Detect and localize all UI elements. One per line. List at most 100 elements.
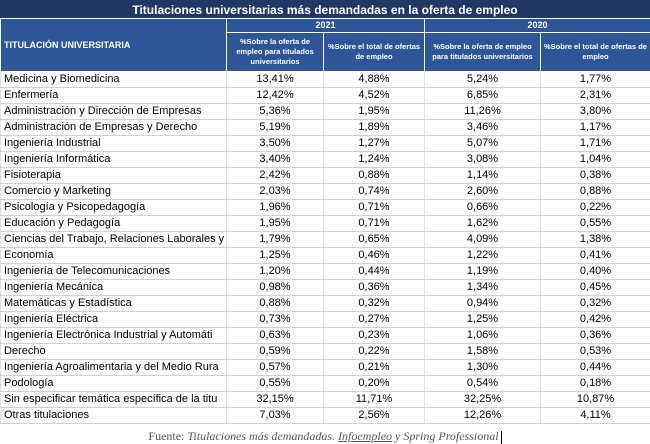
cell-2020-total[interactable]: 1,04% bbox=[540, 151, 650, 168]
cell-2020-total[interactable]: 1,38% bbox=[540, 231, 650, 248]
cell-2020-universitarios[interactable]: 4,09% bbox=[424, 231, 541, 248]
cell-2021-universitarios[interactable]: 0,63% bbox=[226, 327, 324, 344]
cell-2020-total[interactable]: 10,87% bbox=[540, 391, 650, 408]
row-titulacion[interactable]: Ingeniería de Telecomunicaciones bbox=[0, 263, 227, 280]
cell-2021-universitarios[interactable]: 1,96% bbox=[226, 199, 324, 216]
row-titulacion[interactable]: Administración y Dirección de Empresas bbox=[0, 103, 227, 120]
cell-2020-total[interactable]: 3,80% bbox=[540, 103, 650, 120]
row-titulacion[interactable]: Ingeniería Electrónica Industrial y Auto… bbox=[0, 327, 227, 344]
cell-2020-universitarios[interactable]: 1,19% bbox=[424, 263, 541, 280]
cell-2021-universitarios[interactable]: 0,98% bbox=[226, 279, 324, 296]
cell-2020-universitarios[interactable]: 1,22% bbox=[424, 247, 541, 264]
cell-2020-total[interactable]: 0,45% bbox=[540, 279, 650, 296]
row-titulacion[interactable]: Enfermería bbox=[0, 87, 227, 104]
cell-2020-universitarios[interactable]: 0,66% bbox=[424, 199, 541, 216]
cell-2021-universitarios[interactable]: 0,55% bbox=[226, 375, 324, 392]
cell-2020-universitarios[interactable]: 1,14% bbox=[424, 167, 541, 184]
cell-2021-universitarios[interactable]: 1,20% bbox=[226, 263, 324, 280]
cell-2020-universitarios[interactable]: 2,60% bbox=[424, 183, 541, 200]
cell-2020-total[interactable]: 1,17% bbox=[540, 119, 650, 136]
cell-2020-total[interactable]: 0,18% bbox=[540, 375, 650, 392]
cell-2021-total[interactable]: 0,36% bbox=[323, 279, 425, 296]
cell-2021-total[interactable]: 0,88% bbox=[323, 167, 425, 184]
cell-2020-universitarios[interactable]: 5,07% bbox=[424, 135, 541, 152]
cell-2020-total[interactable]: 1,77% bbox=[540, 71, 650, 88]
cell-2021-universitarios[interactable]: 0,88% bbox=[226, 295, 324, 312]
cell-2020-total[interactable]: 0,88% bbox=[540, 183, 650, 200]
cell-2021-total[interactable]: 1,27% bbox=[323, 135, 425, 152]
cell-2021-universitarios[interactable]: 32,15% bbox=[226, 391, 324, 408]
row-titulacion[interactable]: Administración de Empresas y Derecho bbox=[0, 119, 227, 136]
cell-2021-universitarios[interactable]: 2,03% bbox=[226, 183, 324, 200]
cell-2020-total[interactable]: 1,71% bbox=[540, 135, 650, 152]
cell-2021-total[interactable]: 1,89% bbox=[323, 119, 425, 136]
cell-2020-total[interactable]: 0,41% bbox=[540, 247, 650, 264]
cell-2021-universitarios[interactable]: 0,73% bbox=[226, 311, 324, 328]
row-titulacion[interactable]: Matemáticas y Estadística bbox=[0, 295, 227, 312]
row-titulacion[interactable]: Sin especificar temática específica de l… bbox=[0, 391, 227, 408]
cell-2021-total[interactable]: 0,21% bbox=[323, 359, 425, 376]
cell-2020-universitarios[interactable]: 3,46% bbox=[424, 119, 541, 136]
cell-2020-universitarios[interactable]: 1,58% bbox=[424, 343, 541, 360]
cell-2021-universitarios[interactable]: 7,03% bbox=[226, 407, 324, 424]
row-titulacion[interactable]: Otras titulaciones bbox=[0, 407, 227, 424]
cell-2020-universitarios[interactable]: 11,26% bbox=[424, 103, 541, 120]
cell-2020-universitarios[interactable]: 1,30% bbox=[424, 359, 541, 376]
row-titulacion[interactable]: Fisioterapia bbox=[0, 167, 227, 184]
cell-2021-total[interactable]: 0,71% bbox=[323, 215, 425, 232]
cell-2021-total[interactable]: 4,52% bbox=[323, 87, 425, 104]
cell-2021-universitarios[interactable]: 5,36% bbox=[226, 103, 324, 120]
cell-2021-total[interactable]: 0,27% bbox=[323, 311, 425, 328]
cell-2020-total[interactable]: 0,40% bbox=[540, 263, 650, 280]
cell-2020-total[interactable]: 0,55% bbox=[540, 215, 650, 232]
cell-2020-total[interactable]: 0,38% bbox=[540, 167, 650, 184]
cell-2020-total[interactable]: 0,42% bbox=[540, 311, 650, 328]
cell-2020-universitarios[interactable]: 5,24% bbox=[424, 71, 541, 88]
cell-2021-universitarios[interactable]: 3,50% bbox=[226, 135, 324, 152]
cell-2021-total[interactable]: 0,65% bbox=[323, 231, 425, 248]
cell-2021-universitarios[interactable]: 2,42% bbox=[226, 167, 324, 184]
cell-2021-total[interactable]: 0,32% bbox=[323, 295, 425, 312]
cell-2021-universitarios[interactable]: 0,57% bbox=[226, 359, 324, 376]
cell-2021-total[interactable]: 0,74% bbox=[323, 183, 425, 200]
cell-2021-total[interactable]: 0,71% bbox=[323, 199, 425, 216]
row-titulacion[interactable]: Ingeniería Industrial bbox=[0, 135, 227, 152]
cell-2020-universitarios[interactable]: 1,34% bbox=[424, 279, 541, 296]
row-titulacion[interactable]: Derecho bbox=[0, 343, 227, 360]
row-titulacion[interactable]: Psicología y Psicopedagogía bbox=[0, 199, 227, 216]
cell-2021-universitarios[interactable]: 13,41% bbox=[226, 71, 324, 88]
cell-2020-total[interactable]: 0,32% bbox=[540, 295, 650, 312]
row-titulacion[interactable]: Ingeniería Agroalimentaria y del Medio R… bbox=[0, 359, 227, 376]
row-titulacion[interactable]: Medicina y Biomedicina bbox=[0, 71, 227, 88]
cell-2021-total[interactable]: 1,24% bbox=[323, 151, 425, 168]
cell-2020-universitarios[interactable]: 1,62% bbox=[424, 215, 541, 232]
cell-2020-universitarios[interactable]: 1,25% bbox=[424, 311, 541, 328]
cell-2020-total[interactable]: 4,11% bbox=[540, 407, 650, 424]
row-titulacion[interactable]: Ingeniería Mecánica bbox=[0, 279, 227, 296]
cell-2021-total[interactable]: 11,71% bbox=[323, 391, 425, 408]
cell-2021-total[interactable]: 1,95% bbox=[323, 103, 425, 120]
cell-2021-total[interactable]: 0,20% bbox=[323, 375, 425, 392]
row-titulacion[interactable]: Economía bbox=[0, 247, 227, 264]
cell-2021-universitarios[interactable]: 0,59% bbox=[226, 343, 324, 360]
source-link-infoempleo[interactable]: Infoempleo bbox=[338, 429, 393, 443]
cell-2021-total[interactable]: 0,46% bbox=[323, 247, 425, 264]
cell-2020-total[interactable]: 0,22% bbox=[540, 199, 650, 216]
cell-2020-total[interactable]: 0,36% bbox=[540, 327, 650, 344]
cell-2020-universitarios[interactable]: 1,06% bbox=[424, 327, 541, 344]
cell-2020-universitarios[interactable]: 0,94% bbox=[424, 295, 541, 312]
row-titulacion[interactable]: Ingeniería Informática bbox=[0, 151, 227, 168]
cell-2020-universitarios[interactable]: 3,08% bbox=[424, 151, 541, 168]
cell-2020-universitarios[interactable]: 12,26% bbox=[424, 407, 541, 424]
cell-2021-universitarios[interactable]: 1,25% bbox=[226, 247, 324, 264]
cell-2021-universitarios[interactable]: 5,19% bbox=[226, 119, 324, 136]
cell-2020-universitarios[interactable]: 0,54% bbox=[424, 375, 541, 392]
cell-2021-total[interactable]: 0,23% bbox=[323, 327, 425, 344]
cell-2021-universitarios[interactable]: 3,40% bbox=[226, 151, 324, 168]
cell-2021-total[interactable]: 2,56% bbox=[323, 407, 425, 424]
cell-2020-total[interactable]: 0,44% bbox=[540, 359, 650, 376]
cell-2021-total[interactable]: 0,22% bbox=[323, 343, 425, 360]
cell-2021-universitarios[interactable]: 1,79% bbox=[226, 231, 324, 248]
cell-2021-universitarios[interactable]: 1,95% bbox=[226, 215, 324, 232]
cell-2020-universitarios[interactable]: 32,25% bbox=[424, 391, 541, 408]
